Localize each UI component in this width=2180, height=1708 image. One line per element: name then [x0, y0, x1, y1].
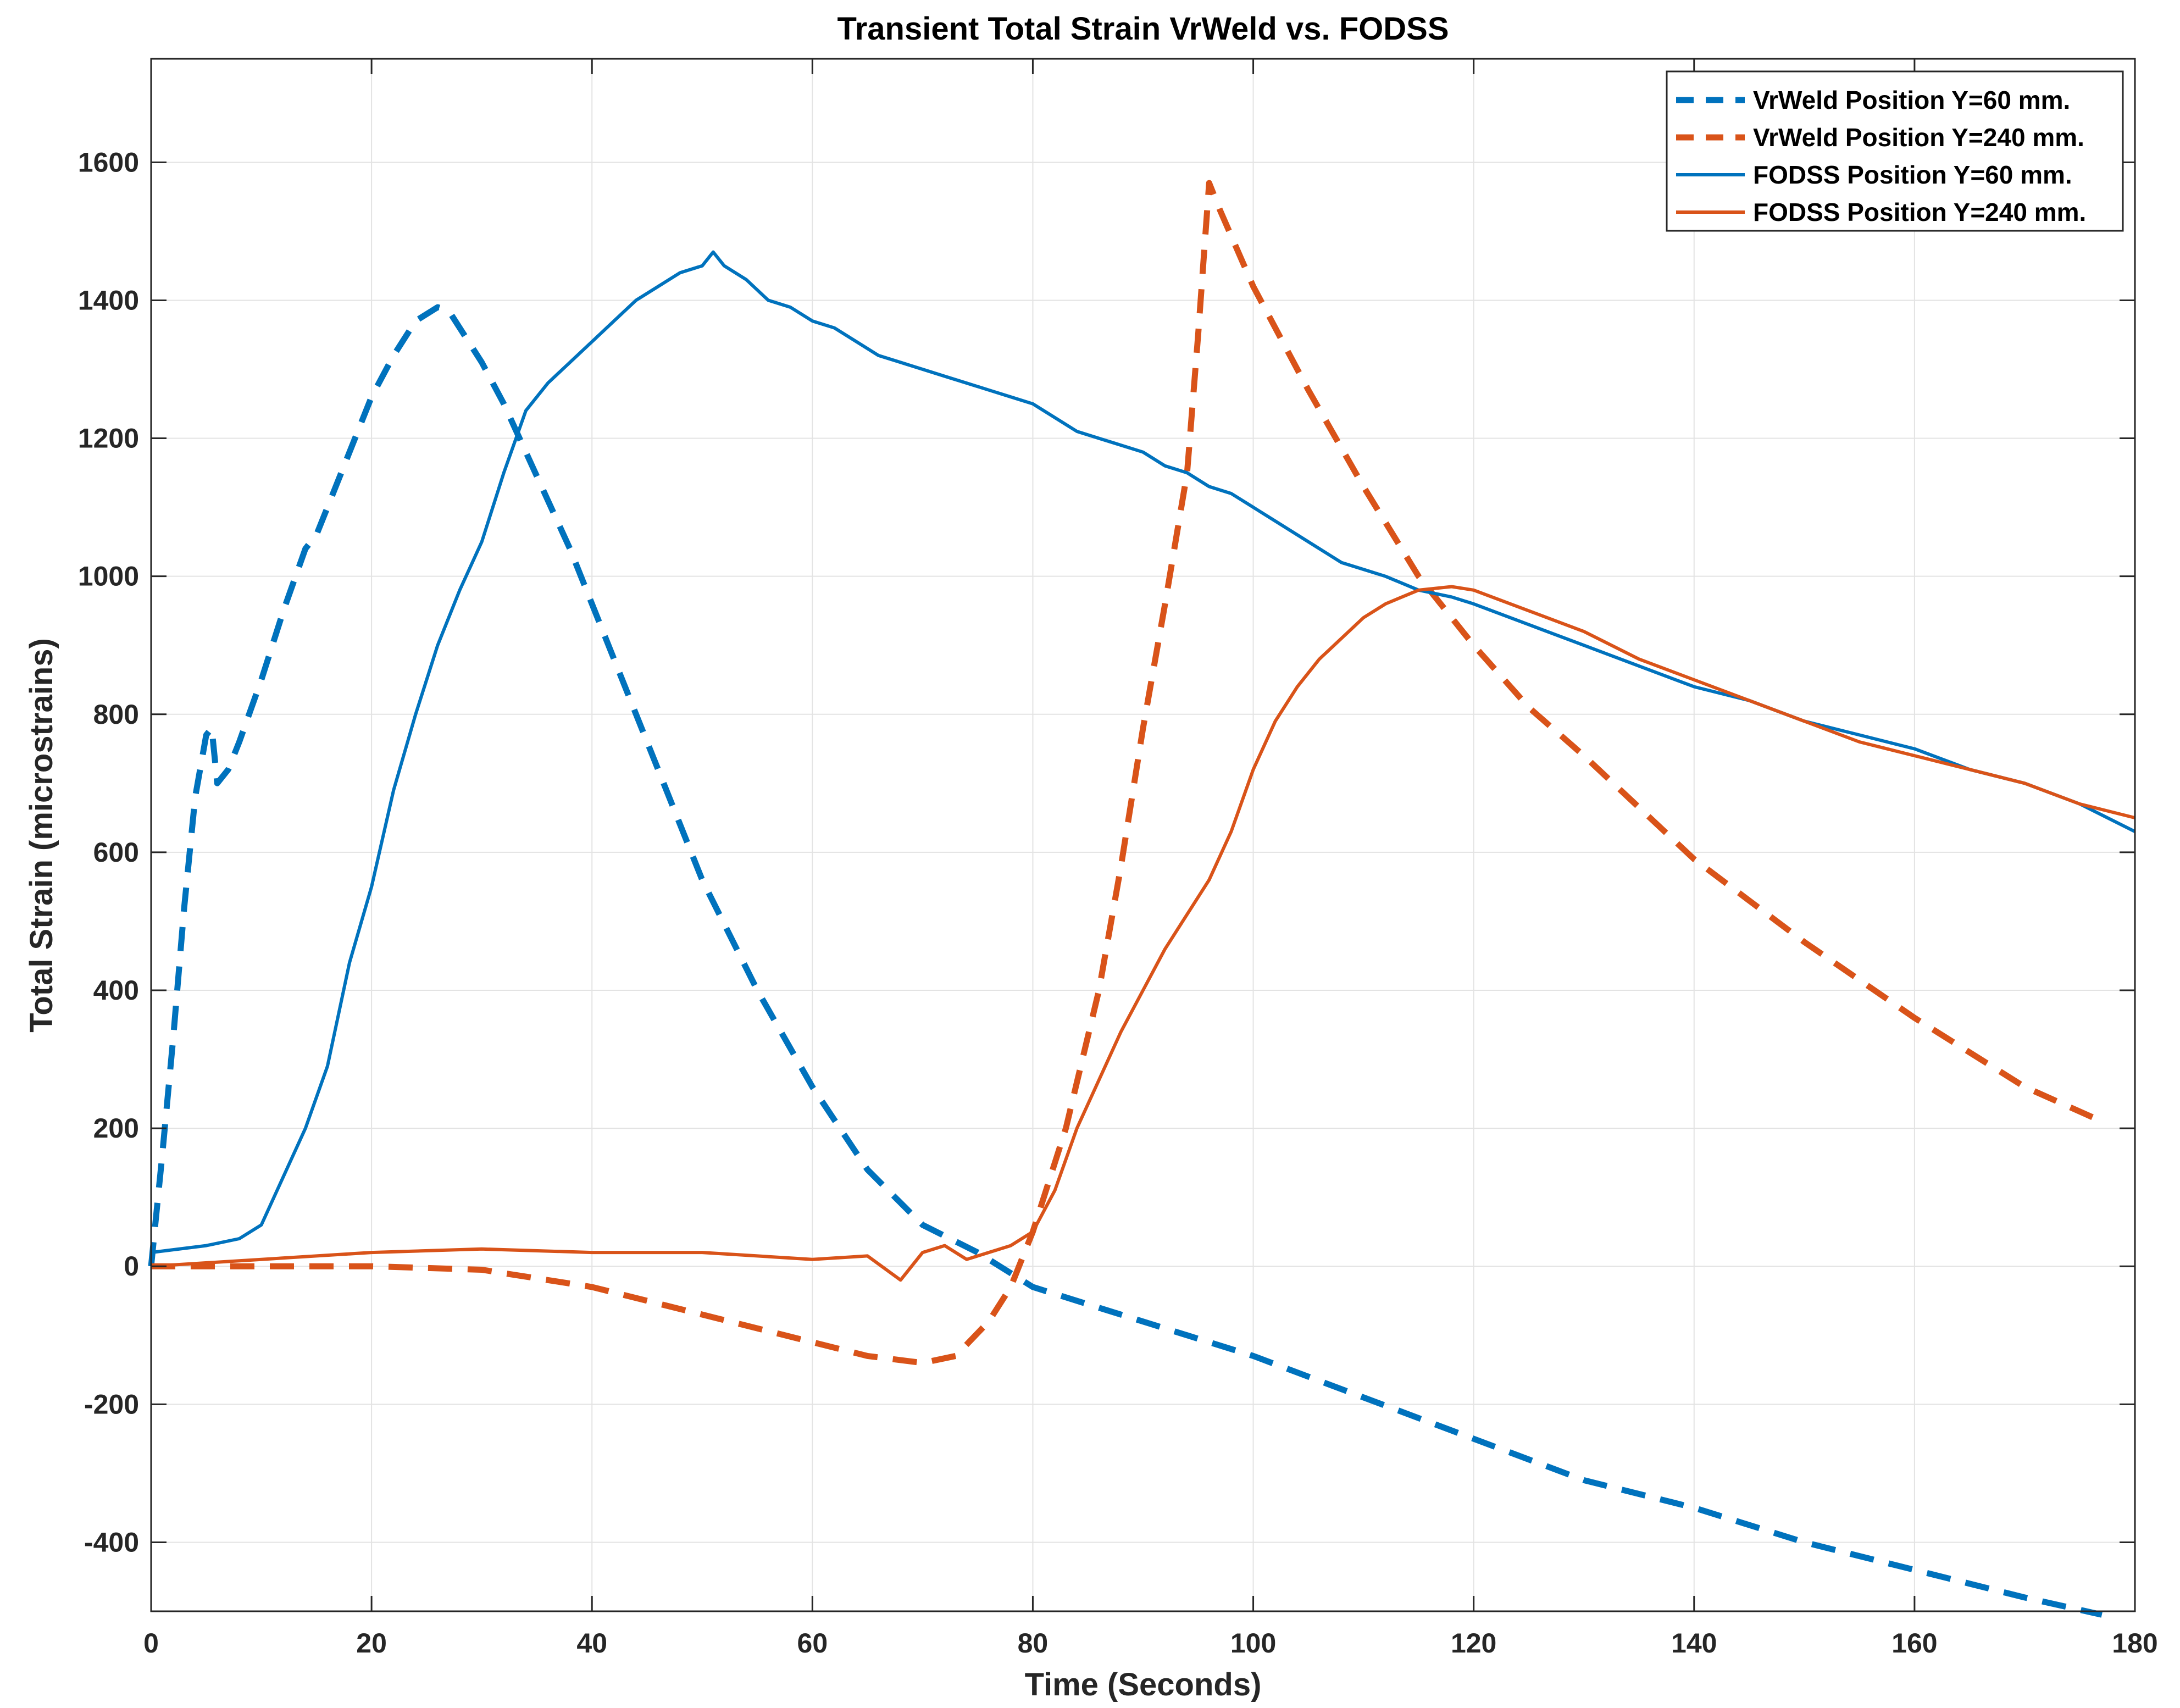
- legend: VrWeld Position Y=60 mm. VrWeld Position …: [1666, 70, 2124, 232]
- y-tick-label: 200: [93, 1113, 139, 1144]
- series-group: [148, 180, 2136, 1618]
- x-tick-label: 40: [576, 1628, 607, 1659]
- axis-ticks: 0 20 40 60 80 100 120 140 160 180 -400 -200 0 200 400 6…: [78, 59, 2158, 1659]
- y-tick-label: 1200: [78, 423, 139, 454]
- legend-label: FODSS Position Y=60 mm.: [1753, 160, 2072, 189]
- series-line-3: [151, 250, 2136, 1255]
- legend-label: VrWeld Position Y=240 mm.: [1753, 123, 2084, 152]
- y-tick-label: 1000: [78, 561, 139, 592]
- x-tick-label: 80: [1018, 1628, 1049, 1659]
- x-tick-label: 120: [1451, 1628, 1496, 1659]
- legend-items: VrWeld Position Y=60 mm. VrWeld Position …: [1676, 86, 2086, 226]
- x-tick-label: 140: [1671, 1628, 1717, 1659]
- x-tick-label: 160: [1891, 1628, 1937, 1659]
- legend-label: VrWeld Position Y=60 mm.: [1753, 86, 2070, 114]
- y-tick-label: 600: [93, 837, 139, 868]
- y-tick-label: 0: [124, 1251, 139, 1282]
- x-tick-label: 0: [143, 1628, 159, 1659]
- x-tick-label: 20: [356, 1628, 387, 1659]
- y-axis-title: Total Strain (microstrains): [24, 638, 59, 1033]
- plot-area: [151, 59, 2135, 1611]
- x-tick-label: 60: [797, 1628, 828, 1659]
- y-tick-label: -400: [84, 1527, 139, 1557]
- y-tick-label: -200: [84, 1389, 139, 1419]
- series-line-1: [148, 304, 2103, 1618]
- legend-label: FODSS Position Y=240 mm.: [1753, 198, 2086, 226]
- series-line-2: [151, 180, 2104, 1366]
- y-tick-label: 400: [93, 975, 139, 1006]
- x-axis-title: Time (Seconds): [1025, 1667, 1262, 1703]
- y-tick-label: 1400: [78, 285, 139, 315]
- y-tick-label: 1600: [78, 147, 139, 178]
- series-line-4: [151, 585, 2135, 1282]
- x-tick-label: 100: [1230, 1628, 1276, 1659]
- chart-title: Transient Total Strain VrWeld vs. FODSS: [837, 11, 1449, 47]
- x-tick-label: 180: [2112, 1628, 2157, 1659]
- y-tick-label: 800: [93, 699, 139, 730]
- plot-frame: [150, 58, 2136, 1612]
